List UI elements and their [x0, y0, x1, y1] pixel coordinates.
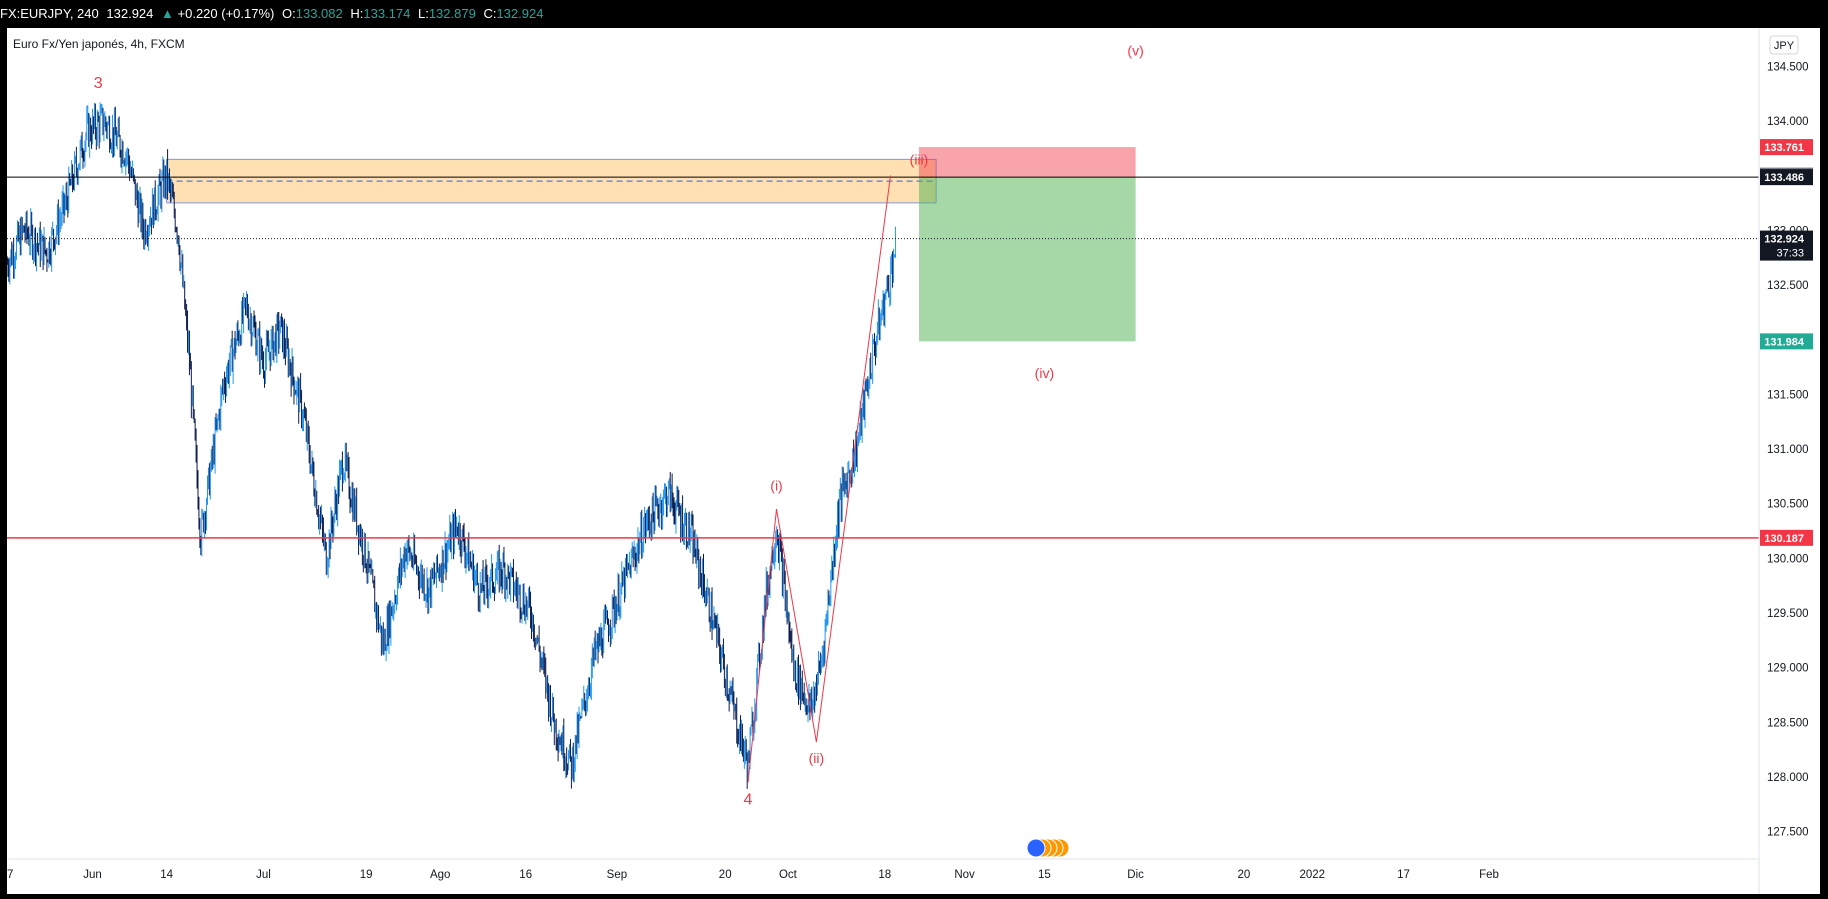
- price-label-bg: [1760, 139, 1813, 156]
- y-tick-label: 131.000: [1767, 444, 1809, 456]
- x-tick-label: 18: [878, 869, 891, 881]
- y-tick-label: 134.500: [1767, 61, 1809, 73]
- x-tick-label: 20: [1238, 869, 1251, 881]
- y-tick-label: 130.500: [1767, 499, 1809, 511]
- line-price-label-bg: [1760, 529, 1813, 546]
- change-arrow-icon: ▲: [161, 6, 174, 21]
- price-label: 133.761: [1764, 142, 1804, 154]
- line-price-label: 133.486: [1764, 172, 1804, 184]
- y-tick-label: 131.500: [1767, 389, 1809, 401]
- x-tick-label: 17: [7, 869, 13, 881]
- open-value: 133.082: [295, 6, 343, 21]
- wave-label: (v): [1127, 42, 1143, 58]
- low-value: 132.879: [428, 6, 476, 21]
- x-tick-label: 17: [1397, 869, 1410, 881]
- last-price-label-bg: [1760, 230, 1813, 261]
- high-value: 133.174: [363, 6, 411, 21]
- symbol-name[interactable]: FX:EURJPY, 240: [0, 6, 99, 21]
- price-change: +0.220 (+0.17%): [177, 6, 275, 21]
- x-tick-label: 20: [719, 869, 732, 881]
- close-label: C:: [483, 6, 497, 21]
- x-tick-label: Oct: [779, 869, 798, 881]
- x-tick-label: 16: [519, 869, 532, 881]
- x-tick-label: 2022: [1300, 869, 1326, 881]
- currency-badge[interactable]: [1769, 35, 1799, 55]
- x-tick-label: Jul: [256, 869, 271, 881]
- last-price-label: 132.924: [1764, 234, 1805, 246]
- x-tick-label: Dic: [1127, 869, 1144, 881]
- open-label: O:: [282, 6, 296, 21]
- bar-countdown: 37:33: [1776, 248, 1804, 260]
- events-icon[interactable]: [1026, 838, 1070, 858]
- low-label: L:: [417, 6, 429, 21]
- x-tick-label: Jun: [83, 869, 102, 881]
- price-chart[interactable]: 3 4 (i) (ii) (iii) (iv) (v) 127.500 128.000 128.…: [1, 28, 1820, 894]
- high-label: H:: [350, 6, 364, 21]
- close-value: 132.924: [496, 6, 544, 21]
- y-tick-label: 129.000: [1767, 663, 1809, 675]
- take-profit-area: [919, 177, 1136, 342]
- x-tick-label: Sep: [607, 869, 627, 881]
- x-tick-label: 15: [1038, 869, 1051, 881]
- chart-area[interactable]: 3 4 (i) (ii) (iii) (iv) (v) 127.500 128.000 128.…: [1, 28, 1820, 894]
- x-tick-label: 14: [160, 869, 173, 881]
- y-tick-label: 127.500: [1767, 827, 1809, 839]
- line-price-label-bg: [1760, 169, 1813, 186]
- currency-badge-label: JPY: [1774, 40, 1795, 52]
- chart-title: Euro Fx/Yen japonés, 4h, FXCM: [13, 37, 185, 51]
- wave-label: (iii): [910, 152, 929, 168]
- price-label-bg: [1760, 333, 1813, 350]
- wave-label: (i): [770, 478, 782, 494]
- wave-label: (iv): [1035, 365, 1054, 381]
- price-label: 131.984: [1764, 336, 1805, 348]
- y-tick-label: 128.500: [1767, 717, 1809, 729]
- x-tick-label: Ago: [430, 869, 450, 881]
- y-tick-label: 129.500: [1767, 608, 1809, 620]
- y-tick-label: 132.500: [1767, 280, 1809, 292]
- elliott-wave-line: [747, 175, 891, 783]
- stop-loss-area: [919, 147, 1136, 178]
- x-tick-label: Feb: [1479, 869, 1499, 881]
- wave-label: 3: [94, 75, 103, 92]
- y-tick-label: 130.000: [1767, 553, 1809, 565]
- line-price-label: 130.187: [1764, 533, 1804, 545]
- y-tick-label: 134.000: [1767, 116, 1809, 128]
- x-tick-label: 19: [360, 869, 373, 881]
- wave-label: (ii): [809, 750, 825, 766]
- y-tick-label: 128.000: [1767, 772, 1809, 784]
- last-price: 132.924: [106, 6, 154, 21]
- wave-label: 4: [744, 791, 753, 808]
- symbol-header: FX:EURJPY, 240 132.924 ▲ +0.220 (+0.17%)…: [0, 0, 1828, 28]
- x-tick-label: Nov: [954, 869, 975, 881]
